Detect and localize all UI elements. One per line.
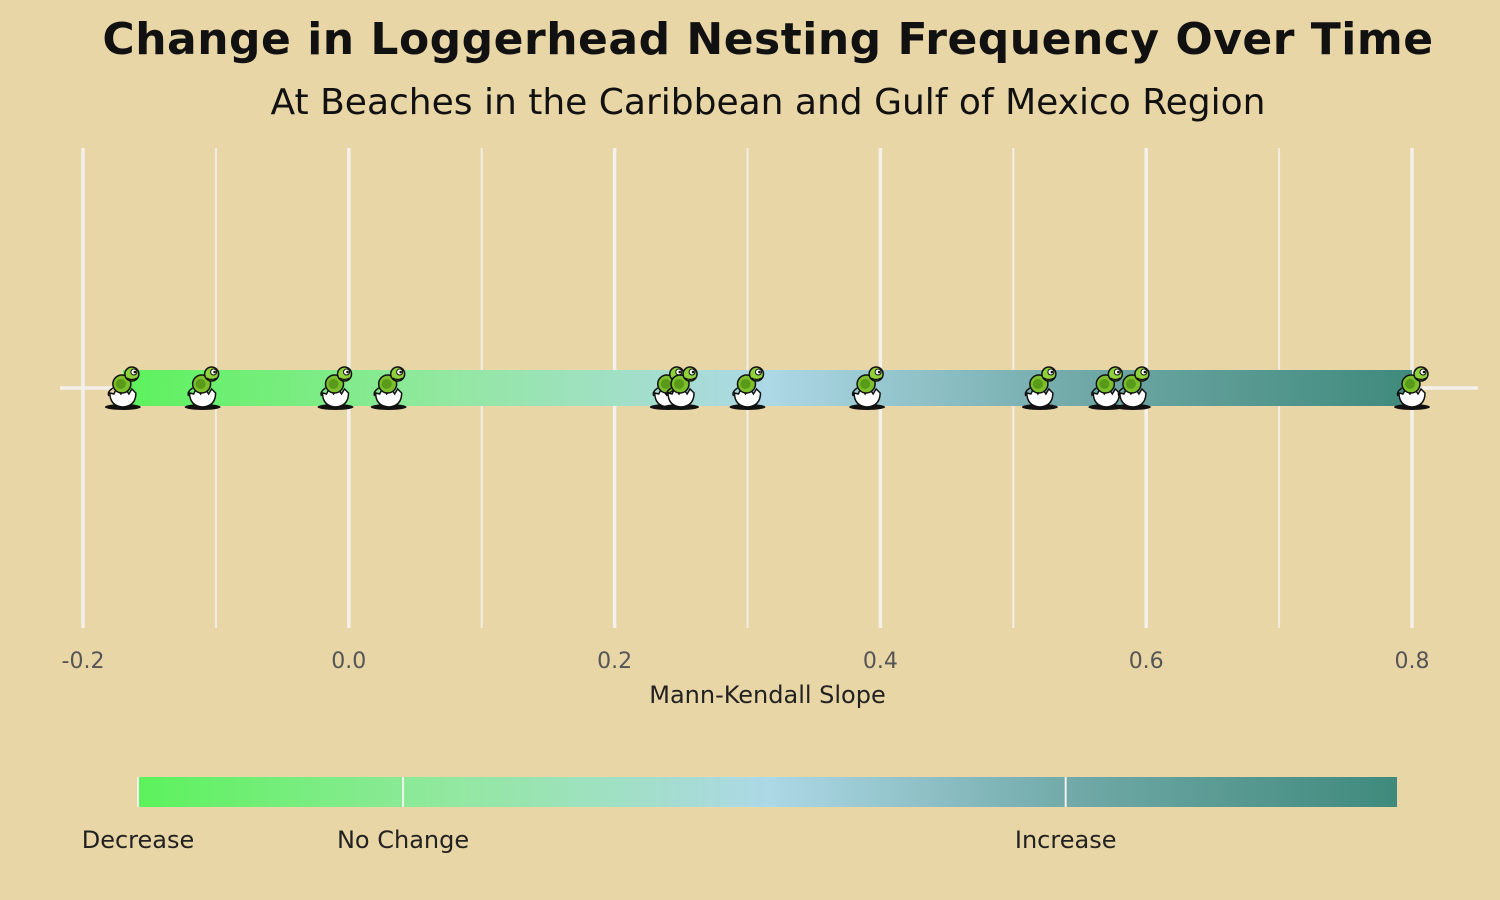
x-tick-label: 0.6 <box>1129 649 1164 674</box>
x-tick-label: 0.2 <box>597 649 632 674</box>
legend-colorbar <box>138 777 1397 807</box>
legend: Decrease No Change Increase <box>82 777 1397 854</box>
legend-label: No Change <box>337 826 469 854</box>
gradient-band-rect <box>122 370 1413 406</box>
x-tick-label: 0.4 <box>863 649 898 674</box>
chart-subtitle: At Beaches in the Caribbean and Gulf of … <box>270 82 1266 123</box>
x-tick-label: 0.8 <box>1395 649 1430 674</box>
legend-label: Increase <box>1015 826 1117 854</box>
chart-title: Change in Loggerhead Nesting Frequency O… <box>102 14 1434 65</box>
x-axis-title: Mann-Kendall Slope <box>649 681 886 709</box>
x-tick-label: 0.0 <box>331 649 366 674</box>
x-axis-ticks: -0.2 0.0 0.2 0.4 0.6 0.8 <box>62 649 1430 674</box>
legend-label: Decrease <box>82 826 195 854</box>
gradient-band <box>122 370 1413 406</box>
x-tick-label: -0.2 <box>62 649 105 674</box>
